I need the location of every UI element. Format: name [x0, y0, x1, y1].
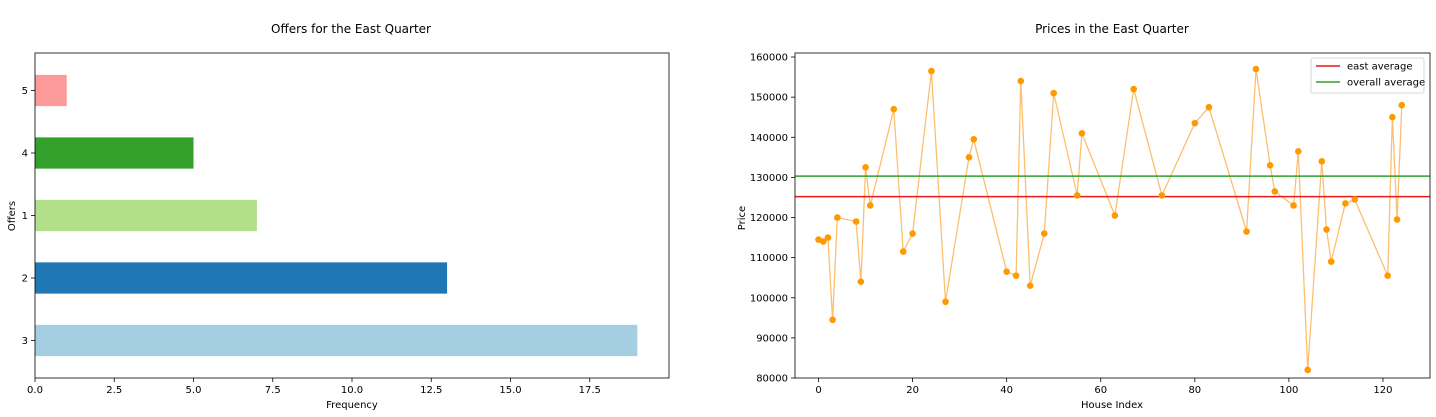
price-point	[824, 234, 832, 241]
right-x-tick-label: 100	[1279, 385, 1298, 396]
right-y-tick-label: 130000	[750, 173, 788, 184]
right-y-tick-label: 100000	[750, 293, 788, 304]
price-point	[1111, 212, 1119, 219]
price-point	[862, 164, 869, 171]
right-legend: east average overall average	[1310, 57, 1425, 94]
right-x-tick-label: 20	[906, 385, 919, 396]
left-chart-title: Offers for the East Quarter	[271, 22, 431, 36]
left-y-tick-label: 2	[22, 274, 28, 285]
bar-offer-2	[35, 262, 448, 294]
price-point	[819, 238, 827, 245]
price-point	[928, 67, 935, 75]
left-x-tick-label: 17.5	[579, 385, 601, 396]
price-point	[866, 202, 874, 209]
price-point	[1243, 228, 1250, 235]
price-point	[1158, 192, 1166, 199]
bar-offer-5	[35, 74, 67, 107]
price-point	[1398, 101, 1406, 109]
bar-offer-3	[35, 324, 638, 357]
price-point	[970, 135, 978, 143]
price-point	[1003, 268, 1010, 275]
right-y-ticks: 80000 90000 100000 110000 120000 130000 140000…	[750, 53, 795, 385]
price-point	[852, 218, 860, 225]
right-x-tick-label: 120	[1373, 385, 1392, 396]
left-x-tick-label: 12.5	[420, 385, 442, 396]
price-point	[1191, 119, 1199, 127]
price-point	[1318, 158, 1326, 165]
left-x-tick-label: 15.0	[499, 385, 521, 396]
left-x-tick-label: 7.5	[265, 385, 281, 396]
right-y-tick-label: 110000	[750, 253, 788, 264]
price-point	[1252, 65, 1260, 73]
price-point	[1012, 272, 1020, 279]
left-x-tick-label: 5.0	[186, 385, 202, 396]
price-point	[890, 105, 898, 113]
right-y-tick-label: 90000	[756, 333, 788, 344]
price-series-line	[818, 68, 1403, 371]
offers-bar-chart: Offers for the East Quarter 0.0 2.5 5.0 7.5…	[7, 22, 670, 411]
price-point	[1271, 188, 1279, 195]
right-plot-frame	[794, 52, 1431, 379]
left-y-tick-label: 1	[22, 211, 28, 222]
prices-line-chart: Prices in the East Quarter 0 20 40 60 80 100 1…	[737, 22, 1431, 411]
bar-offer-1	[35, 199, 257, 232]
left-y-tick-label: 5	[22, 86, 28, 97]
right-y-tick-label: 80000	[756, 374, 788, 385]
left-x-axis-label: Frequency	[326, 400, 378, 411]
price-point	[1323, 226, 1330, 233]
price-point	[1294, 148, 1302, 155]
price-point	[1078, 129, 1086, 137]
price-point	[942, 298, 949, 306]
right-x-tick-label: 40	[1000, 385, 1013, 396]
price-point	[1017, 77, 1025, 85]
left-y-axis-label: Offers	[7, 201, 18, 231]
left-x-ticks: 0.0 2.5 5.0 7.5 10.0 12.5 15.0 17.5	[27, 378, 601, 396]
left-y-tick-label: 4	[22, 149, 28, 160]
right-x-axis-label: House Index	[1081, 400, 1143, 411]
left-y-ticks: 3 2 1 4 5	[22, 86, 35, 347]
left-bars	[35, 74, 638, 357]
right-y-tick-label: 140000	[750, 133, 788, 144]
price-point	[1205, 103, 1213, 111]
price-point	[1073, 192, 1081, 199]
price-point	[1342, 200, 1349, 207]
left-x-tick-label: 10.0	[341, 385, 363, 396]
price-point	[965, 154, 973, 161]
price-point	[1304, 366, 1312, 374]
right-x-tick-label: 60	[1094, 385, 1107, 396]
price-point	[829, 316, 836, 324]
left-x-tick-label: 2.5	[106, 385, 122, 396]
right-y-axis-label: Price	[737, 206, 748, 230]
left-y-tick-label: 3	[22, 336, 28, 347]
price-point	[1040, 230, 1048, 237]
right-y-tick-label: 160000	[750, 53, 788, 64]
price-point	[1393, 216, 1401, 223]
legend-label-overall-average: overall average	[1347, 78, 1425, 89]
price-point	[1351, 196, 1359, 203]
price-point	[834, 214, 841, 221]
right-x-tick-label: 0	[815, 385, 821, 396]
price-point	[1384, 272, 1391, 279]
price-point	[1290, 202, 1297, 209]
price-point	[1130, 85, 1137, 93]
right-series	[795, 65, 1430, 374]
price-point	[899, 248, 907, 255]
price-point	[1389, 113, 1396, 121]
left-x-tick-label: 0.0	[27, 385, 43, 396]
right-y-tick-label: 120000	[750, 213, 788, 224]
right-chart-title: Prices in the East Quarter	[1035, 22, 1189, 36]
right-x-tick-label: 80	[1188, 385, 1201, 396]
price-point	[857, 278, 865, 286]
right-y-tick-label: 150000	[750, 93, 788, 104]
price-point	[909, 230, 916, 237]
price-point	[1026, 282, 1034, 290]
right-x-ticks: 0 20 40 60 80 100 120	[815, 378, 1393, 396]
legend-label-east-average: east average	[1347, 62, 1413, 73]
price-point	[1327, 258, 1335, 265]
price-point	[1050, 89, 1058, 97]
bar-offer-4	[35, 137, 194, 169]
price-point	[1266, 162, 1274, 169]
